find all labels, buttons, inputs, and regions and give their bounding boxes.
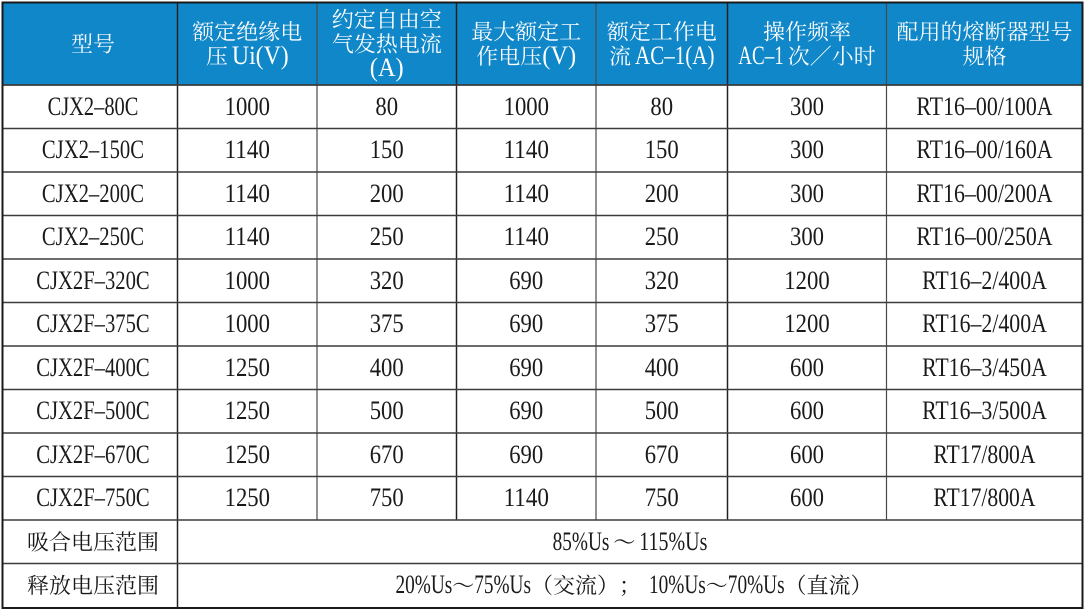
svg-text:400: 400: [645, 353, 679, 382]
svg-text:300: 300: [790, 179, 824, 208]
svg-text:750: 750: [370, 483, 404, 512]
svg-text:1000: 1000: [225, 266, 270, 295]
svg-text:690: 690: [509, 396, 543, 425]
svg-text:RT16–3/450A: RT16–3/450A: [922, 353, 1047, 382]
svg-text:85%Us: 85%Us: [553, 527, 610, 556]
svg-text:AC–1: AC–1: [738, 41, 783, 70]
svg-text:1250: 1250: [225, 483, 270, 512]
svg-text:200: 200: [645, 179, 679, 208]
svg-text:1140: 1140: [504, 222, 549, 251]
svg-text:1000: 1000: [504, 92, 549, 121]
svg-text:150: 150: [370, 135, 404, 164]
svg-text:CJX2–80C: CJX2–80C: [48, 92, 139, 121]
svg-text:CJX2–150C: CJX2–150C: [42, 135, 144, 164]
svg-text:320: 320: [645, 266, 679, 295]
svg-text:RT16–2/400A: RT16–2/400A: [922, 266, 1047, 295]
svg-text:750: 750: [645, 483, 679, 512]
svg-text:1140: 1140: [504, 135, 549, 164]
svg-text:670: 670: [645, 440, 679, 469]
svg-text:1200: 1200: [784, 266, 829, 295]
svg-text:690: 690: [509, 266, 543, 295]
svg-text:(V): (V): [542, 41, 576, 70]
svg-text:75%Us: 75%Us: [474, 570, 531, 599]
svg-text:600: 600: [790, 353, 824, 382]
svg-text:1200: 1200: [784, 309, 829, 338]
svg-text:200: 200: [370, 179, 404, 208]
svg-text:RT16–00/100A: RT16–00/100A: [916, 92, 1052, 121]
svg-text:CJX2–200C: CJX2–200C: [42, 179, 144, 208]
svg-text:RT16–00/160A: RT16–00/160A: [916, 135, 1052, 164]
svg-text:RT16–00/250A: RT16–00/250A: [916, 222, 1052, 251]
svg-text:300: 300: [790, 92, 824, 121]
svg-text:115%Us: 115%Us: [639, 527, 707, 556]
svg-text:RT16–00/200A: RT16–00/200A: [916, 179, 1052, 208]
svg-text:10%Us: 10%Us: [649, 570, 706, 599]
svg-text:RT16–2/400A: RT16–2/400A: [922, 309, 1047, 338]
svg-text:600: 600: [790, 483, 824, 512]
svg-text:CJX2F–670C: CJX2F–670C: [36, 440, 150, 469]
svg-text:1000: 1000: [225, 92, 270, 121]
svg-text:1000: 1000: [225, 309, 270, 338]
svg-text:RT16–3/500A: RT16–3/500A: [922, 396, 1047, 425]
svg-text:1140: 1140: [225, 179, 270, 208]
svg-text:RT17/800A: RT17/800A: [933, 440, 1035, 469]
svg-text:20%Us: 20%Us: [396, 570, 453, 599]
svg-text:(A): (A): [370, 53, 404, 82]
svg-text:375: 375: [370, 309, 404, 338]
svg-text:1140: 1140: [225, 135, 270, 164]
svg-text:690: 690: [509, 309, 543, 338]
svg-text:CJX2–250C: CJX2–250C: [42, 222, 144, 251]
svg-text:70%Us: 70%Us: [728, 570, 785, 599]
svg-text:500: 500: [370, 396, 404, 425]
svg-text:CJX2F–320C: CJX2F–320C: [36, 266, 150, 295]
svg-text:500: 500: [645, 396, 679, 425]
svg-text:1250: 1250: [225, 396, 270, 425]
svg-text:CJX2F–400C: CJX2F–400C: [36, 353, 150, 382]
svg-text:400: 400: [370, 353, 404, 382]
svg-text:CJX2F–500C: CJX2F–500C: [36, 396, 150, 425]
svg-text:1140: 1140: [225, 222, 270, 251]
svg-text:1250: 1250: [225, 353, 270, 382]
svg-text:CJX2F–750C: CJX2F–750C: [36, 483, 150, 512]
svg-text:600: 600: [790, 440, 824, 469]
svg-text:AC–1(A): AC–1(A): [635, 41, 715, 70]
svg-text:690: 690: [509, 353, 543, 382]
svg-text:1140: 1140: [504, 483, 549, 512]
svg-text:300: 300: [790, 222, 824, 251]
svg-text:RT17/800A: RT17/800A: [933, 483, 1035, 512]
svg-text:80: 80: [650, 92, 673, 121]
svg-text:690: 690: [509, 440, 543, 469]
svg-text:1250: 1250: [225, 440, 270, 469]
svg-text:CJX2F–375C: CJX2F–375C: [36, 309, 150, 338]
svg-text:375: 375: [645, 309, 679, 338]
svg-text:250: 250: [370, 222, 404, 251]
svg-text:80: 80: [375, 92, 398, 121]
svg-text:1140: 1140: [504, 179, 549, 208]
svg-text:250: 250: [645, 222, 679, 251]
svg-text:300: 300: [790, 135, 824, 164]
svg-text:670: 670: [370, 440, 404, 469]
svg-text:Ui(V): Ui(V): [232, 41, 289, 70]
svg-text:600: 600: [790, 396, 824, 425]
svg-text:320: 320: [370, 266, 404, 295]
svg-text:150: 150: [645, 135, 679, 164]
